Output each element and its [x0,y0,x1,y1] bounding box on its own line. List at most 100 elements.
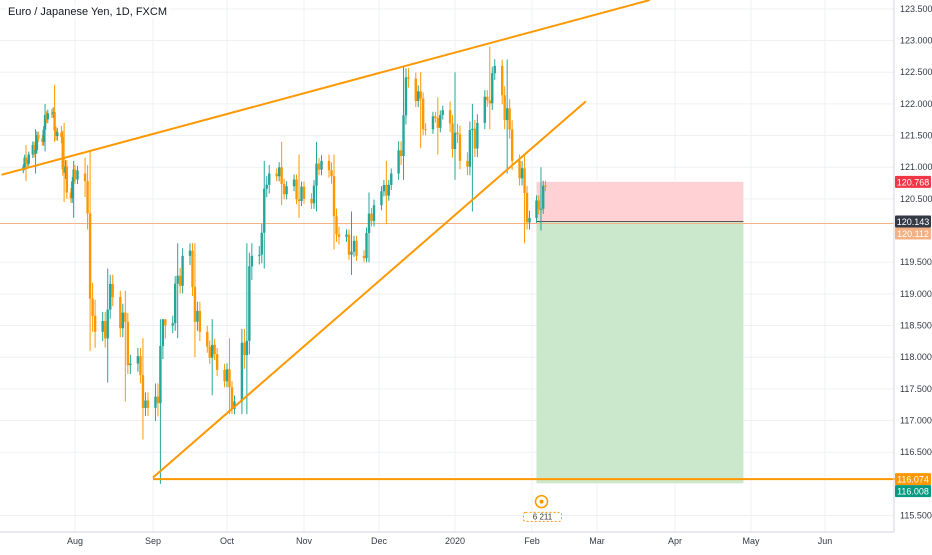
candle [539,167,543,231]
candle-body [372,205,376,221]
candle [71,176,74,203]
candle [223,363,226,388]
candle [176,243,179,339]
x-tick-label: Nov [296,536,313,546]
candle [390,168,393,191]
candle [350,211,353,275]
x-tick-label: May [742,536,760,546]
price-badge-label: 116.008 [897,487,929,497]
candle-body [176,275,179,284]
candle [491,66,494,110]
y-tick-label: 118.500 [900,321,932,331]
candle [397,141,400,180]
candle [537,195,540,215]
price-badge-bg [895,485,931,498]
candle-body [367,213,371,234]
candle-body [45,114,48,120]
candle [91,282,94,332]
candle-body [525,192,529,223]
candle-body [491,73,494,104]
candle-body [126,321,130,366]
candle-body [154,396,157,408]
candle [83,157,87,198]
candle-body [91,298,94,316]
candle [101,311,104,341]
candle-body [139,356,142,376]
x-tick-label: Apr [668,536,682,546]
candle-body [213,344,216,355]
candle [453,72,457,180]
price-badge: 120.112 [895,227,931,240]
candle [280,141,283,206]
x-tick-label: Feb [524,536,540,546]
candle [106,268,109,383]
candle [483,90,487,130]
candle [434,111,437,123]
candle-body [211,344,214,358]
candle-body [493,65,496,74]
candle-body [302,186,306,199]
candle-body [265,184,268,189]
candle [139,348,142,384]
candle-body [54,130,58,137]
candle-body [436,118,440,128]
candle-body [263,188,266,233]
candle [154,383,157,422]
candle [362,250,366,263]
candle [156,383,160,417]
candle-body [539,208,543,210]
candle-body [312,185,316,204]
price-badge-label: 120.768 [897,177,930,187]
candle-body [350,251,353,255]
candle [535,195,538,223]
candle-body [156,396,160,404]
candle-body [230,387,234,409]
candle-body [385,185,388,196]
candle-body [404,77,408,116]
candle [54,126,58,141]
x-tick-label: Aug [67,536,83,546]
candle [337,226,341,245]
candle [263,160,266,269]
candle [277,162,281,182]
candle-body [76,170,79,180]
candle [86,165,89,230]
candle-body [471,128,474,131]
candle-body [24,157,28,163]
candle-body [64,166,67,173]
candle-body [537,200,540,210]
candle [505,59,509,174]
candle [456,124,459,143]
candle [365,227,368,263]
candle-body [510,129,514,161]
candle [500,59,504,105]
candle-body [215,354,219,370]
candle-body [285,186,288,195]
candle-body [520,168,524,179]
x-tick-label: Oct [220,536,235,546]
candle-body [439,114,442,128]
candle [46,109,49,124]
y-tick-label: 119.000 [900,289,932,299]
candle-body [295,179,298,200]
candle-body [448,110,452,124]
candle-body [268,173,271,185]
candle-body [83,173,87,182]
candle [436,97,440,155]
candle-body [280,167,283,184]
candle [93,299,97,348]
candle-body [347,234,351,255]
candle-body [93,315,97,332]
candle-body [23,157,26,168]
y-tick-label: 121.500 [900,131,932,141]
candle [486,90,489,107]
candle [468,121,472,176]
x-tick-label: Sep [145,536,161,546]
candle-body [282,183,286,195]
price-badge-bg [895,215,931,228]
candle-body [453,132,457,150]
candle [215,348,219,376]
candle [121,303,125,338]
candle [24,145,28,182]
